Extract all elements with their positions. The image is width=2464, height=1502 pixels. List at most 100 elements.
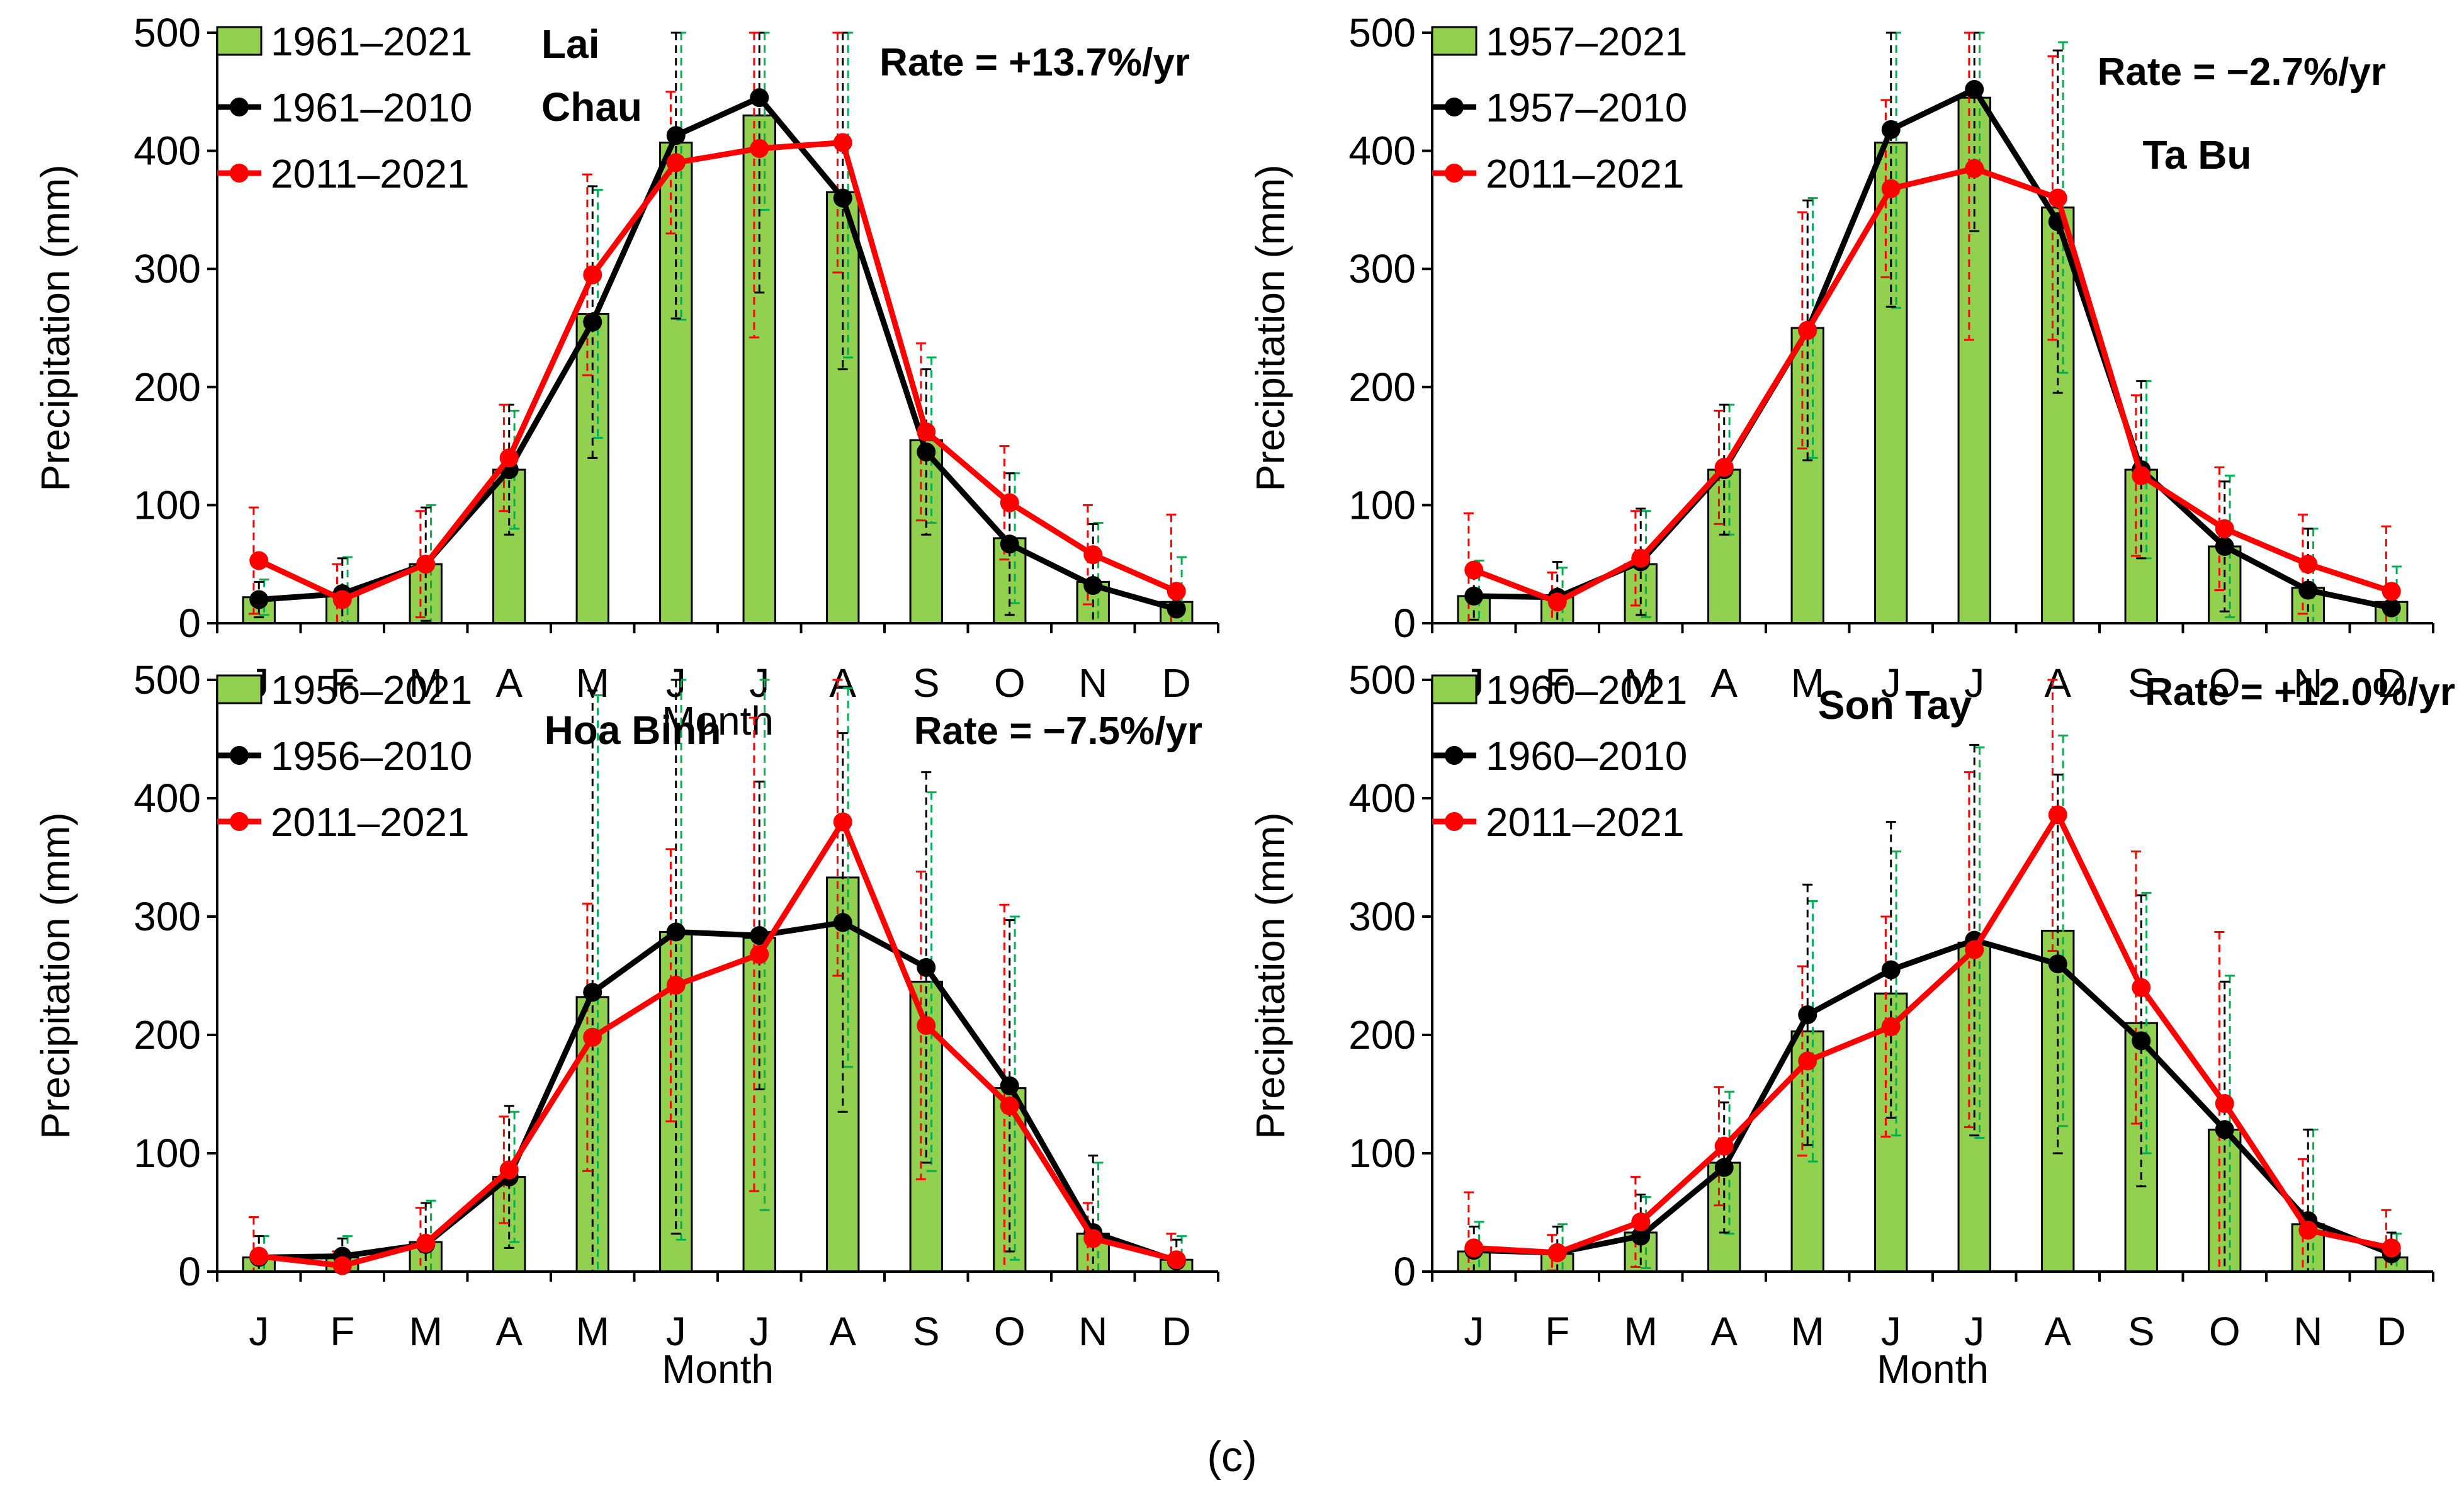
- x-tick-label-j: J: [1881, 1309, 1901, 1354]
- rate-label: Rate = −7.5%/yr: [914, 709, 1202, 753]
- bar-a-3: [1707, 468, 1741, 624]
- x-tick-label-f: F: [330, 1309, 354, 1354]
- legend-label: 1957–2021: [1486, 19, 1687, 64]
- legend-swatch-marker: [230, 98, 249, 116]
- bar-a-7: [826, 191, 860, 624]
- early-point-j-0: [249, 590, 269, 609]
- station-title: Chau: [541, 84, 642, 130]
- x-tick-label-j: J: [249, 1309, 269, 1354]
- x-tick-label-n: N: [1078, 660, 1107, 706]
- legend-label: 2011–2021: [271, 151, 470, 196]
- recent-point-d-11: [2382, 582, 2401, 601]
- legend-label: 1957–2010: [1486, 85, 1687, 130]
- early-point-o-9: [1000, 1076, 1019, 1095]
- recent-point-j-5: [1881, 1017, 1901, 1036]
- x-axis-label: Month: [662, 1347, 774, 1392]
- recent-point-f-1: [1547, 592, 1567, 612]
- rate-label: Rate = +13.7%/yr: [879, 41, 1190, 84]
- y-tick-label: 400: [1348, 128, 1416, 174]
- recent-point-m-2: [416, 555, 436, 574]
- recent-point-j-0: [249, 551, 269, 570]
- recent-point-d-11: [1167, 582, 1186, 601]
- recent-point-s-8: [2132, 978, 2151, 997]
- recent-series-line: [1472, 166, 2393, 605]
- y-tick-label: 0: [178, 1249, 201, 1294]
- bar-j-6: [742, 937, 776, 1273]
- y-tick-label: 200: [1348, 1012, 1416, 1058]
- x-tick-label-m: M: [576, 1309, 609, 1354]
- recent-point-n-10: [2298, 1221, 2318, 1240]
- x-tick-label-m: M: [1624, 1309, 1658, 1354]
- x-tick-label-m: M: [576, 660, 609, 706]
- x-tick-label-s: S: [2128, 660, 2155, 706]
- y-tick-label: 200: [133, 1012, 201, 1058]
- y-tick-label: 400: [133, 128, 201, 174]
- recent-point-f-1: [1547, 1243, 1567, 1262]
- x-tick-label-j: J: [1464, 1309, 1484, 1354]
- legend-label: 2011–2021: [1486, 799, 1685, 845]
- y-axis-label: Precipitation (mm): [1248, 812, 1293, 1139]
- y-axis-label: Precipitation (mm): [33, 812, 78, 1139]
- panel-ta-bu: 0100200300400500JFMAMJJASONDPrecipitatio…: [1248, 10, 2434, 706]
- legend-label: 1960–2010: [1486, 733, 1687, 779]
- early-point-s-8: [2132, 1031, 2151, 1051]
- x-tick-label-n: N: [2293, 660, 2322, 706]
- x-tick-label-s: S: [913, 660, 940, 706]
- x-tick-label-m: M: [1791, 1309, 1824, 1354]
- recent-point-f-1: [332, 590, 352, 609]
- x-tick-label-n: N: [1078, 1309, 1107, 1354]
- legend-label: 2011–2021: [271, 799, 470, 845]
- y-tick-label: 100: [133, 1131, 201, 1176]
- early-point-j-5: [1881, 960, 1901, 980]
- recent-point-s-8: [917, 1015, 936, 1035]
- x-tick-label-a: A: [2044, 1309, 2071, 1354]
- legend-swatch-bar: [216, 674, 263, 704]
- recent-point-m-2: [1631, 548, 1651, 568]
- recent-point-j-6: [1965, 159, 1984, 178]
- legend-swatch-marker: [230, 812, 249, 831]
- recent-series-line: [1473, 811, 2392, 1256]
- legend-label: 1960–2021: [1486, 667, 1687, 713]
- recent-point-f-1: [332, 1256, 352, 1275]
- early-point-j-6: [1965, 80, 1984, 99]
- y-tick-label: 0: [178, 601, 201, 646]
- x-tick-label-a: A: [495, 1309, 523, 1354]
- recent-series-line: [257, 139, 1178, 602]
- x-tick-label-o: O: [994, 1309, 1026, 1354]
- early-point-j-6: [750, 88, 769, 108]
- station-title: Lai: [541, 21, 599, 67]
- legend-swatch-bar: [1431, 674, 1478, 704]
- legend-swatch-marker: [1445, 812, 1464, 831]
- early-point-a-7: [833, 913, 852, 932]
- early-point-j-5: [1881, 120, 1901, 139]
- y-tick-label: 0: [1393, 601, 1416, 646]
- recent-point-a-7: [833, 812, 852, 832]
- y-tick-label: 500: [1348, 657, 1416, 703]
- bar-a-3: [492, 468, 526, 624]
- x-tick-label-a: A: [2044, 660, 2071, 706]
- recent-point-s-8: [2132, 466, 2151, 485]
- early-point-a-7: [2048, 954, 2067, 974]
- recent-point-n-10: [1083, 1229, 1103, 1248]
- x-tick-label-d: D: [1162, 660, 1191, 706]
- bar-m-4: [575, 312, 609, 624]
- y-axis-label: Precipitation (mm): [33, 164, 78, 491]
- x-tick-label-m: M: [1624, 660, 1658, 706]
- recent-point-m-4: [1798, 1051, 1817, 1071]
- panel-hoa-binh: 0 100 200 300 400 500 J F M A M J J A S O N D Precipitatio…: [33, 657, 1219, 1392]
- early-point-d-11: [2382, 598, 2401, 618]
- station-title: Son Tay: [1818, 682, 1972, 728]
- early-point-j-6: [750, 926, 769, 946]
- recent-point-a-7: [833, 133, 852, 152]
- recent-point-a-3: [1714, 458, 1734, 477]
- x-tick-label-j: J: [666, 1309, 686, 1354]
- early-point-a-7: [833, 188, 852, 208]
- recent-series-line: [258, 819, 1177, 1269]
- x-tick-label-m: M: [409, 660, 443, 706]
- recent-point-j-0: [249, 1246, 269, 1266]
- y-axis-label: Precipitation (mm): [1248, 164, 1293, 491]
- recent-point-a-3: [1714, 1136, 1734, 1156]
- x-tick-label-j: J: [749, 660, 769, 706]
- legend-label: 1961–2021: [271, 19, 472, 64]
- x-tick-label-j: J: [1964, 1309, 1984, 1354]
